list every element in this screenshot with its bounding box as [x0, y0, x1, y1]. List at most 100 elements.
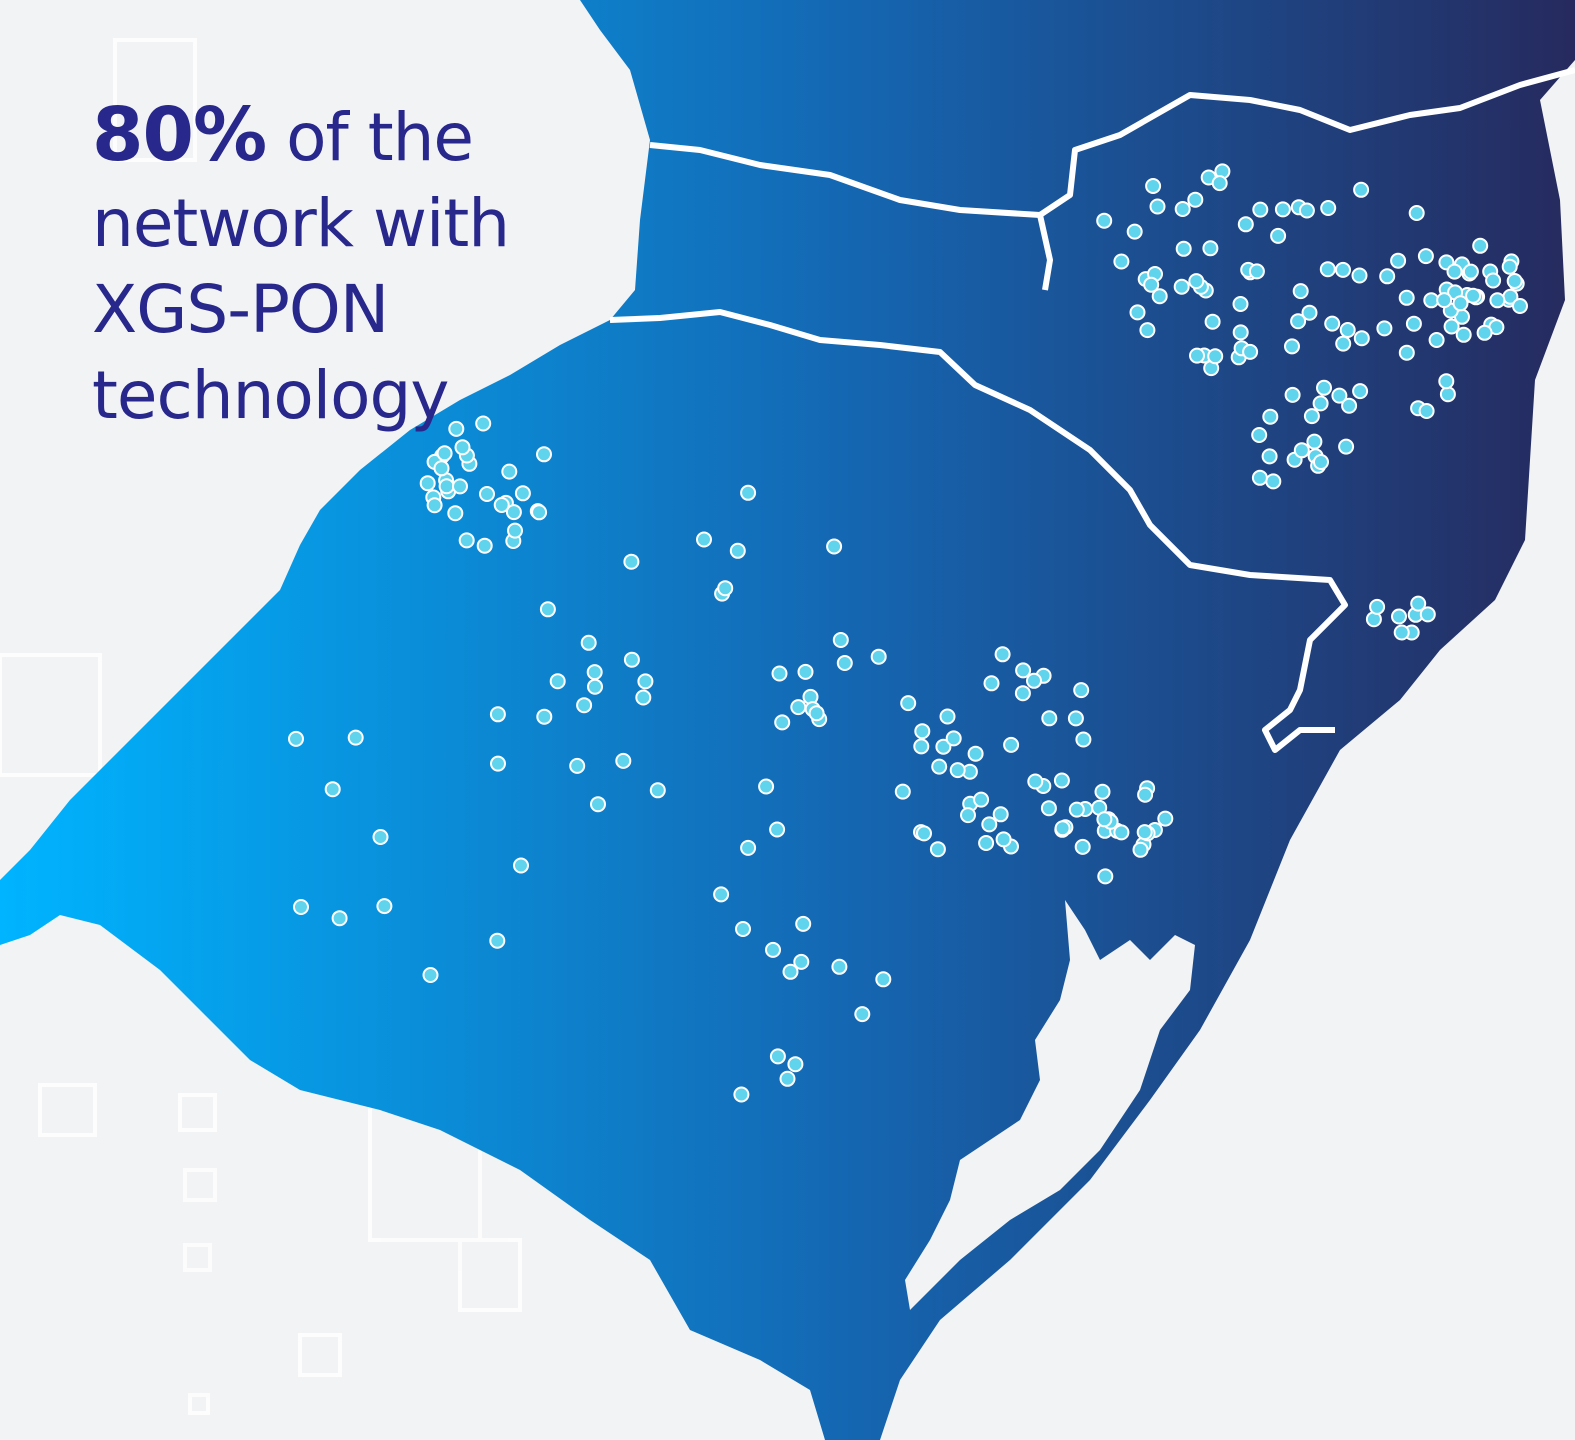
- site-marker: [1041, 710, 1058, 727]
- site-marker: [1242, 343, 1259, 360]
- site-marker: [447, 505, 464, 522]
- site-marker: [771, 665, 788, 682]
- site-marker: [1472, 237, 1489, 254]
- site-marker: [1353, 330, 1370, 347]
- site-marker: [436, 445, 453, 462]
- site-marker: [949, 762, 966, 779]
- site-marker: [531, 504, 548, 521]
- site-marker: [1026, 672, 1042, 689]
- site-marker: [758, 778, 775, 795]
- site-marker: [1293, 442, 1310, 459]
- site-marker: [1067, 710, 1084, 727]
- site-marker: [914, 723, 931, 740]
- site-marker: [995, 831, 1012, 848]
- site-marker: [576, 697, 593, 714]
- site-marker: [795, 915, 812, 932]
- site-marker: [1319, 261, 1336, 278]
- site-marker: [945, 730, 962, 747]
- site-marker: [1040, 800, 1057, 817]
- site-marker: [769, 821, 786, 838]
- site-marker: [1174, 201, 1191, 217]
- site-marker: [1418, 403, 1435, 419]
- site-marker: [1113, 824, 1130, 841]
- site-marker: [1015, 662, 1032, 679]
- site-marker: [1455, 326, 1472, 343]
- site-marker: [590, 796, 606, 813]
- site-marker: [870, 648, 887, 665]
- site-markers: [288, 163, 1528, 1103]
- headline-text: of the: [286, 99, 474, 176]
- site-marker: [1129, 304, 1146, 321]
- site-marker: [1313, 454, 1329, 470]
- site-marker: [1438, 373, 1455, 390]
- site-marker: [376, 898, 393, 915]
- site-marker: [549, 673, 566, 690]
- site-marker: [1290, 313, 1307, 330]
- site-marker: [1202, 240, 1219, 257]
- site-marker: [1393, 624, 1410, 641]
- site-marker: [1265, 473, 1282, 490]
- site-marker: [1485, 272, 1502, 289]
- site-marker: [765, 941, 781, 958]
- site-marker: [1274, 201, 1291, 218]
- site-marker: [1139, 322, 1156, 339]
- site-marker: [729, 542, 746, 559]
- site-marker: [1338, 438, 1355, 455]
- site-marker: [916, 825, 932, 842]
- site-marker: [438, 478, 455, 495]
- site-marker: [1132, 841, 1149, 858]
- headline-line: XGS-PON: [92, 271, 389, 348]
- site-marker: [1284, 386, 1301, 403]
- site-marker: [476, 537, 493, 554]
- site-marker: [623, 651, 640, 668]
- site-marker: [419, 475, 436, 492]
- site-marker: [458, 532, 475, 549]
- site-marker: [569, 757, 586, 774]
- site-marker: [1419, 606, 1436, 623]
- site-marker: [1312, 395, 1329, 412]
- site-marker: [1248, 263, 1265, 280]
- site-marker: [931, 758, 948, 775]
- site-marker: [939, 708, 956, 725]
- site-marker: [983, 675, 1000, 692]
- site-marker: [1074, 838, 1091, 855]
- site-marker: [1341, 397, 1358, 414]
- site-marker: [735, 921, 751, 937]
- site-marker: [1175, 240, 1192, 257]
- site-marker: [1157, 810, 1174, 827]
- site-marker: [1423, 292, 1440, 309]
- site-marker: [539, 601, 556, 618]
- site-marker: [981, 816, 998, 833]
- site-marker: [1390, 252, 1407, 269]
- site-marker: [490, 755, 506, 772]
- site-marker: [1306, 433, 1323, 450]
- site-marker: [1211, 175, 1228, 192]
- site-marker: [347, 729, 364, 746]
- site-marker: [1489, 292, 1506, 309]
- site-marker: [514, 485, 531, 502]
- site-marker: [808, 705, 825, 722]
- site-marker: [1301, 304, 1318, 321]
- site-marker: [454, 439, 471, 456]
- site-marker: [426, 497, 443, 514]
- site-marker: [580, 634, 597, 651]
- site-marker: [900, 695, 917, 712]
- site-marker: [1398, 289, 1415, 306]
- site-marker: [836, 655, 853, 671]
- site-marker: [1126, 223, 1143, 240]
- site-marker: [1436, 292, 1453, 309]
- site-marker: [992, 806, 1009, 823]
- site-marker: [1439, 386, 1456, 403]
- lagoon: [905, 900, 1195, 1310]
- site-marker: [1237, 216, 1254, 233]
- site-marker: [649, 782, 666, 799]
- site-marker: [1053, 772, 1070, 789]
- site-marker: [293, 899, 309, 915]
- site-marker: [713, 886, 730, 903]
- site-marker: [422, 967, 439, 983]
- site-marker: [793, 953, 810, 970]
- site-marker: [978, 835, 995, 851]
- site-marker: [769, 1048, 786, 1065]
